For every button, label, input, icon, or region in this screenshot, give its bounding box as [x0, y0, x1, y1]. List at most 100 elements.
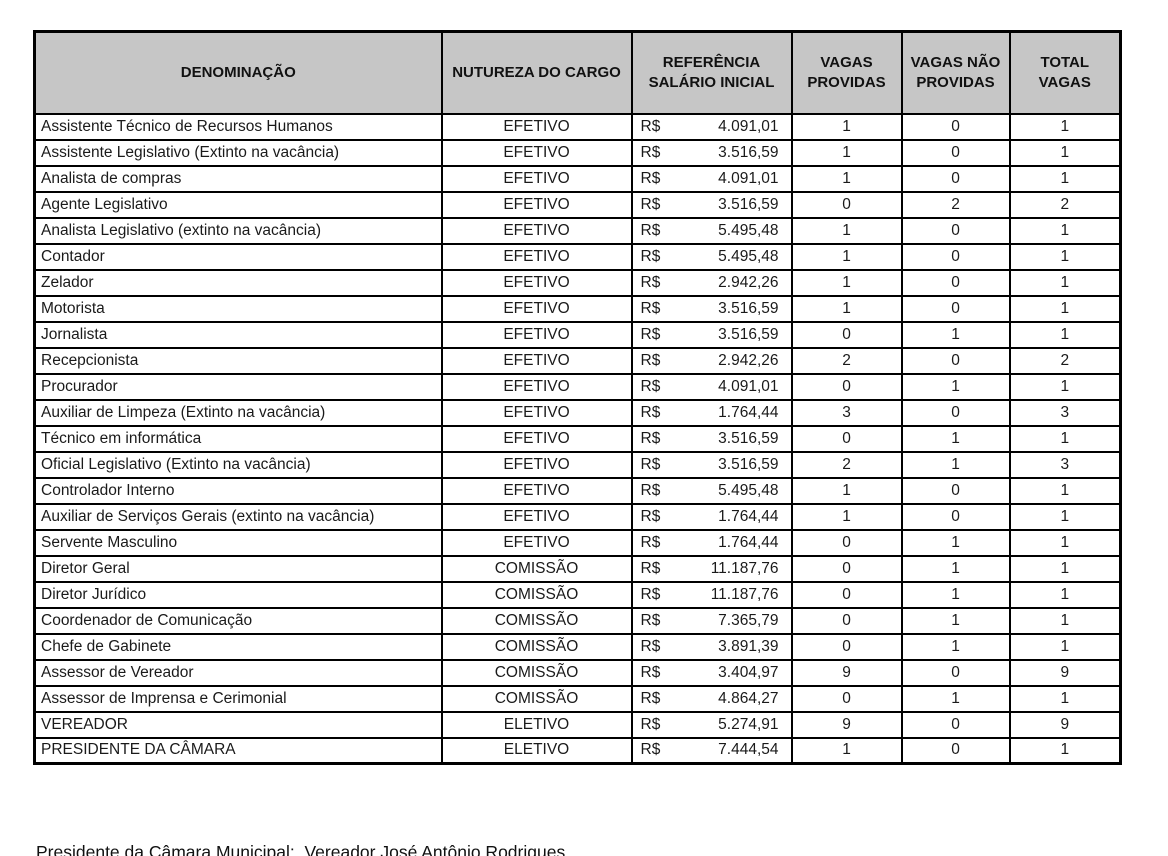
salary-amount: 4.091,01 — [718, 117, 779, 135]
col-header-denominacao: DENOMINAÇÃO — [33, 30, 443, 115]
currency-symbol: R$ — [640, 637, 661, 655]
cell-vagas-nao-providas: 0 — [900, 502, 1011, 531]
cell-vagas-providas: 0 — [790, 684, 903, 713]
cell-salario-inicial: R$ 3.516,59 — [630, 450, 793, 479]
cell-natureza-do-cargo: EFETIVO — [440, 320, 633, 349]
cell-vagas-nao-providas: 1 — [900, 372, 1011, 401]
col-header-natureza-do-cargo: NUTUREZA DO CARGO — [440, 30, 633, 115]
cell-natureza-do-cargo: EFETIVO — [440, 164, 633, 193]
salary-amount: 3.516,59 — [718, 325, 779, 343]
salary-amount: 4.091,01 — [718, 169, 779, 187]
col-header-vagas-nao-providas: VAGAS NÃO PROVIDAS — [900, 30, 1011, 115]
salary-amount: 3.516,59 — [718, 429, 779, 447]
table-row: Zelador EFETIVO R$ 2.942,26 1 0 1 — [33, 268, 1122, 297]
cell-total-vagas: 1 — [1008, 164, 1122, 193]
cell-natureza-do-cargo: EFETIVO — [440, 502, 633, 531]
cell-denominacao: Assessor de Imprensa e Cerimonial — [33, 684, 443, 713]
cell-salario-inicial: R$ 3.516,59 — [630, 138, 793, 167]
cell-vagas-providas: 0 — [790, 190, 903, 219]
cell-salario-inicial: R$ 3.516,59 — [630, 294, 793, 323]
cell-natureza-do-cargo: EFETIVO — [440, 346, 633, 375]
cell-salario-inicial: R$ 4.864,27 — [630, 684, 793, 713]
salary-amount: 3.516,59 — [718, 299, 779, 317]
currency-symbol: R$ — [640, 533, 661, 551]
salary-amount: 1.764,44 — [718, 507, 779, 525]
table-row: Técnico em informática EFETIVO R$ 3.516,… — [33, 424, 1122, 453]
cell-vagas-nao-providas: 0 — [900, 398, 1011, 427]
footer-president-line: Presidente da Câmara Municipal: Vereador… — [36, 842, 566, 856]
table-row: VEREADOR ELETIVO R$ 5.274,91 9 0 9 — [33, 710, 1122, 739]
cell-salario-inicial: R$ 3.891,39 — [630, 632, 793, 661]
table-row: Jornalista EFETIVO R$ 3.516,59 0 1 1 — [33, 320, 1122, 349]
currency-symbol: R$ — [640, 221, 661, 239]
currency-symbol: R$ — [640, 585, 661, 603]
cell-vagas-providas: 2 — [790, 346, 903, 375]
currency-symbol: R$ — [640, 403, 661, 421]
salary-amount: 5.495,48 — [718, 481, 779, 499]
table-row: Diretor Jurídico COMISSÃO R$ 11.187,76 0… — [33, 580, 1122, 609]
cell-total-vagas: 1 — [1008, 372, 1122, 401]
salary-amount: 3.516,59 — [718, 143, 779, 161]
cell-vagas-nao-providas: 0 — [900, 112, 1011, 141]
cell-vagas-providas: 1 — [790, 164, 903, 193]
cell-total-vagas: 9 — [1008, 710, 1122, 739]
cell-total-vagas: 1 — [1008, 242, 1122, 271]
cell-natureza-do-cargo: EFETIVO — [440, 190, 633, 219]
cell-denominacao: Contador — [33, 242, 443, 271]
cell-vagas-nao-providas: 1 — [900, 632, 1011, 661]
cell-denominacao: Oficial Legislativo (Extinto na vacância… — [33, 450, 443, 479]
cell-vagas-nao-providas: 0 — [900, 658, 1011, 687]
salary-amount: 5.495,48 — [718, 221, 779, 239]
cell-salario-inicial: R$ 3.516,59 — [630, 190, 793, 219]
currency-symbol: R$ — [640, 299, 661, 317]
cell-denominacao: Motorista — [33, 294, 443, 323]
currency-symbol: R$ — [640, 325, 661, 343]
cell-salario-inicial: R$ 1.764,44 — [630, 502, 793, 531]
cell-vagas-providas: 0 — [790, 632, 903, 661]
cell-natureza-do-cargo: EFETIVO — [440, 450, 633, 479]
currency-symbol: R$ — [640, 169, 661, 187]
cell-salario-inicial: R$ 3.404,97 — [630, 658, 793, 687]
cell-total-vagas: 1 — [1008, 216, 1122, 245]
cell-vagas-nao-providas: 1 — [900, 528, 1011, 557]
cell-natureza-do-cargo: EFETIVO — [440, 268, 633, 297]
table-row: Procurador EFETIVO R$ 4.091,01 0 1 1 — [33, 372, 1122, 401]
cell-denominacao: Técnico em informática — [33, 424, 443, 453]
cell-denominacao: Servente Masculino — [33, 528, 443, 557]
cell-denominacao: PRESIDENTE DA CÂMARA — [33, 736, 443, 765]
cell-vagas-providas: 9 — [790, 658, 903, 687]
cell-salario-inicial: R$ 5.495,48 — [630, 216, 793, 245]
cell-vagas-nao-providas: 1 — [900, 320, 1011, 349]
cell-vagas-nao-providas: 0 — [900, 294, 1011, 323]
cell-vagas-providas: 1 — [790, 242, 903, 271]
salary-amount: 2.942,26 — [718, 351, 779, 369]
cell-total-vagas: 3 — [1008, 398, 1122, 427]
table-row: Oficial Legislativo (Extinto na vacância… — [33, 450, 1122, 479]
cell-vagas-nao-providas: 1 — [900, 580, 1011, 609]
cell-total-vagas: 1 — [1008, 476, 1122, 505]
cell-vagas-providas: 0 — [790, 424, 903, 453]
cell-salario-inicial: R$ 1.764,44 — [630, 528, 793, 557]
salary-amount: 4.864,27 — [718, 689, 779, 707]
table-row: Agente Legislativo EFETIVO R$ 3.516,59 0… — [33, 190, 1122, 219]
salary-amount: 7.365,79 — [718, 611, 779, 629]
cell-total-vagas: 1 — [1008, 502, 1122, 531]
cell-natureza-do-cargo: ELETIVO — [440, 736, 633, 765]
cell-vagas-providas: 1 — [790, 112, 903, 141]
currency-symbol: R$ — [640, 715, 661, 733]
cell-vagas-providas: 0 — [790, 580, 903, 609]
cell-total-vagas: 1 — [1008, 736, 1122, 765]
cell-salario-inicial: R$ 4.091,01 — [630, 164, 793, 193]
cell-salario-inicial: R$ 7.365,79 — [630, 606, 793, 635]
cell-vagas-providas: 0 — [790, 554, 903, 583]
cell-vagas-providas: 1 — [790, 502, 903, 531]
col-header-referencia-salario-inicial: REFERÊNCIA SALÁRIO INICIAL — [630, 30, 793, 115]
cell-salario-inicial: R$ 5.495,48 — [630, 242, 793, 271]
cell-total-vagas: 1 — [1008, 112, 1122, 141]
cell-vagas-providas: 2 — [790, 450, 903, 479]
cell-denominacao: Chefe de Gabinete — [33, 632, 443, 661]
salary-amount: 3.516,59 — [718, 195, 779, 213]
cell-natureza-do-cargo: EFETIVO — [440, 424, 633, 453]
cell-vagas-nao-providas: 1 — [900, 554, 1011, 583]
cell-natureza-do-cargo: COMISSÃO — [440, 632, 633, 661]
